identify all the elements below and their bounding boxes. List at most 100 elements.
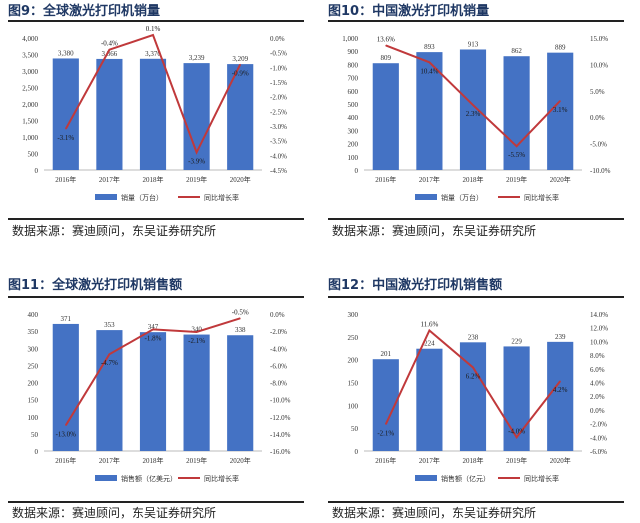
x-tick-label: 2018年 [143, 175, 164, 184]
y2-tick-label: 8.0% [590, 352, 605, 360]
chart-title: 图10：中国激光打印机销量 [328, 4, 490, 19]
y2-tick-label: 0.0% [270, 35, 285, 43]
x-tick-label: 2016年 [55, 456, 76, 465]
y2-tick-label: -1.0% [270, 64, 287, 72]
y-tick-label: 2,000 [22, 101, 38, 109]
y2-tick-label: -2.0% [270, 328, 287, 336]
divider [8, 296, 304, 298]
bar-data-label: 3,370 [145, 50, 161, 58]
y-tick-label: 0 [355, 448, 359, 456]
chart-panel-12: 图12：中国激光打印机销售额 0 50 100 150 200 250 300 -6.0% -4… [320, 274, 624, 523]
y-tick-label: 100 [28, 414, 39, 422]
y-tick-label: 1,000 [22, 134, 38, 142]
line-data-label: 10.4% [420, 67, 438, 75]
legend-bar-swatch [415, 194, 437, 200]
y-tick-label: 300 [348, 311, 359, 319]
legend-bar-swatch [95, 194, 117, 200]
y2-tick-label: -1.5% [270, 79, 287, 87]
y2-tick-label: 0.0% [590, 114, 605, 122]
bar-data-label: 229 [511, 337, 522, 345]
line-data-label: -3.9% [188, 157, 205, 165]
y-tick-label: 150 [348, 380, 359, 388]
line-point [196, 151, 198, 153]
bar [459, 49, 487, 170]
chart-svg: 0 100 200 300 400 500 600 700 800 900 1,000 -10.0% -… [342, 35, 610, 202]
x-tick-label: 2020年 [550, 456, 571, 465]
y2-tick-label: -4.0% [270, 152, 287, 160]
y-tick-label: 500 [28, 151, 39, 159]
legend-line-label: 同比增长率 [204, 193, 239, 202]
x-tick-label: 2017年 [99, 175, 120, 184]
y-tick-label: 300 [28, 345, 39, 353]
y2-tick-label: -4.0% [590, 434, 607, 442]
legend-bar-label: 销售额（亿元） [441, 474, 490, 483]
y-tick-label: 1,000 [342, 35, 358, 43]
y2-tick-label: 0.0% [590, 407, 605, 415]
bar [372, 63, 399, 170]
line-data-label: -2.1% [188, 337, 205, 345]
line-point [428, 329, 430, 331]
y-tick-label: 200 [28, 380, 39, 388]
line-point [108, 49, 110, 51]
x-tick-label: 2020年 [550, 175, 571, 184]
y2-tick-label: -16.0% [270, 448, 291, 456]
chart-panel-10: 图10：中国激光打印机销量 0 100 200 300 400 500 600 700 800 9… [320, 0, 624, 240]
line-point [385, 44, 387, 46]
divider [8, 20, 304, 22]
bar [503, 346, 530, 451]
y-tick-label: 150 [28, 397, 39, 405]
line-point [472, 366, 474, 368]
bar-data-label: 893 [424, 43, 435, 51]
line-point [152, 34, 154, 36]
divider [8, 218, 304, 220]
y-tick-label: 0 [35, 167, 39, 175]
y2-tick-label: 12.0% [590, 325, 608, 333]
line-point [559, 380, 561, 382]
line-point [108, 353, 110, 355]
y-tick-label: 2,500 [22, 85, 38, 93]
y-tick-label: 200 [348, 357, 359, 365]
bar [96, 58, 123, 171]
y2-tick-label: 15.0% [590, 35, 608, 43]
x-tick-label: 2016年 [55, 175, 76, 184]
y-tick-label: 3,000 [22, 68, 38, 76]
x-tick-label: 2017年 [419, 175, 440, 184]
line-point [559, 100, 561, 102]
x-tick-label: 2016年 [375, 456, 396, 465]
y-tick-label: 250 [348, 334, 359, 342]
y2-tick-label: -6.0% [270, 362, 287, 370]
bar-data-label: 347 [148, 323, 159, 331]
bar-data-label: 340 [191, 326, 202, 334]
line-point [472, 104, 474, 106]
x-tick-label: 2020年 [230, 175, 251, 184]
y-tick-label: 0 [355, 167, 359, 175]
chart-title: 图9：全球激光打印机销量 [8, 4, 161, 19]
bar [227, 64, 254, 170]
y2-tick-label: 10.0% [590, 61, 608, 69]
line-data-label: -3.1% [57, 134, 74, 142]
legend-bar-label: 销售额（亿美元） [121, 474, 177, 483]
source-note: 数据来源：赛迪顾问，东吴证券研究所 [12, 506, 217, 520]
y2-tick-label: -14.0% [270, 431, 291, 439]
x-tick-label: 2018年 [143, 456, 164, 465]
y2-tick-label: -6.0% [590, 448, 607, 456]
bar [139, 332, 167, 451]
y2-tick-label: -10.0% [270, 397, 291, 405]
y2-tick-label: -0.5% [270, 50, 287, 58]
y2-tick-label: 2.0% [590, 393, 605, 401]
x-tick-label: 2019年 [506, 456, 527, 465]
line-data-label: -13.0% [56, 430, 77, 438]
line-point [239, 63, 241, 65]
bar [416, 348, 443, 451]
y-tick-label: 100 [348, 154, 359, 162]
line-data-label: 0.1% [146, 25, 161, 33]
line-data-label: -2.1% [377, 429, 394, 437]
chart-title: 图11：全球激光打印机销售额 [8, 278, 183, 293]
line-point [239, 317, 241, 319]
y2-tick-label: 5.0% [590, 88, 605, 96]
y2-tick-label: -8.0% [270, 380, 287, 388]
x-tick-label: 2019年 [186, 175, 207, 184]
y2-tick-label: -5.0% [590, 141, 607, 149]
bar-data-label: 338 [235, 326, 246, 334]
line-point [516, 145, 518, 147]
